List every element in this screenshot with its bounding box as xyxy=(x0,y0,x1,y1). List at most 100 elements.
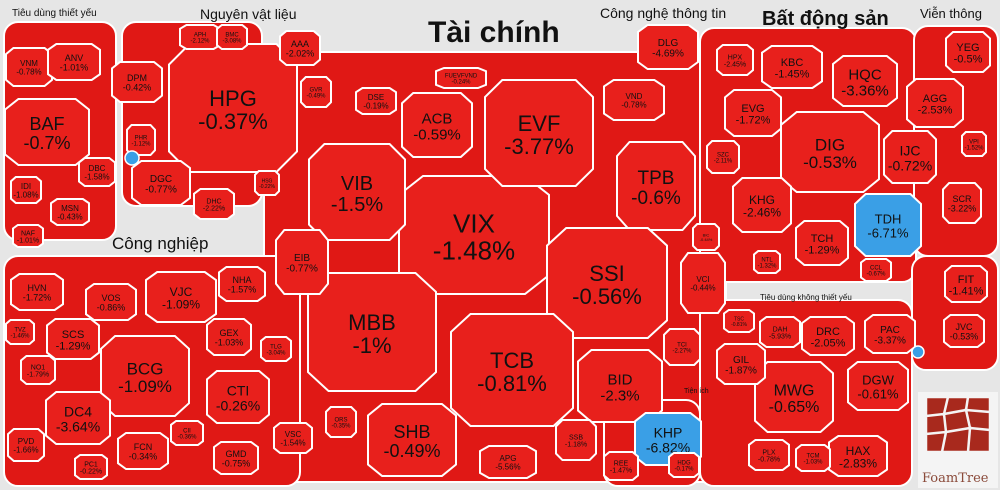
sector-title-industrials[interactable]: Công nghiệp xyxy=(112,234,209,253)
stock-cell-dig[interactable]: DIG-0.53% xyxy=(780,111,880,193)
stock-cell-dbc[interactable]: DBC-1.58% xyxy=(78,157,116,187)
stock-cell-shb[interactable]: SHB-0.49% xyxy=(367,403,457,477)
stock-cell-naf[interactable]: NAF-1.01% xyxy=(12,224,44,248)
stock-cell-idi[interactable]: IDI-1.08% xyxy=(10,176,42,204)
stock-cell-gmd[interactable]: GMD-0.75% xyxy=(213,441,259,475)
stock-cell-plx[interactable]: PLX-0.78% xyxy=(748,439,790,471)
stock-cell-cti[interactable]: CTI-0.26% xyxy=(206,370,270,424)
stock-cell-vix[interactable]: VIX-1.48% xyxy=(398,175,550,295)
stock-cell-ors[interactable]: ORS-0.35% xyxy=(325,406,357,438)
stock-cell-ree[interactable]: REE-1.47% xyxy=(603,451,639,481)
stock-cell-ssb[interactable]: SSB-1.18% xyxy=(555,419,597,461)
sector-title-utilities[interactable]: Tiện ích xyxy=(684,388,709,395)
stock-cell-no1[interactable]: NO1-1.79% xyxy=(20,355,56,385)
sector-title-telecom[interactable]: Viễn thông xyxy=(920,6,982,21)
small-up-cell[interactable] xyxy=(911,345,925,359)
stock-cell-bcg[interactable]: BCG-1.09% xyxy=(100,335,190,417)
stock-cell-vpi[interactable]: VPI-1.52% xyxy=(961,131,987,157)
stock-cell-bic[interactable]: BIC-0.44% xyxy=(692,223,720,251)
stock-cell-tsc[interactable]: TSC-0.81% xyxy=(723,309,755,333)
stock-cell-mwg[interactable]: MWG-0.65% xyxy=(754,361,834,433)
stock-cell-tcb[interactable]: TCB-0.81% xyxy=(450,313,574,427)
stock-cell-pc1[interactable]: PC1-0.22% xyxy=(74,454,108,480)
stock-cell-hpg[interactable]: HPG-0.37% xyxy=(168,43,298,173)
stock-cell-vnm[interactable]: VNM-0.78% xyxy=(5,47,53,87)
stock-cell-bmc[interactable]: BMC-3.08% xyxy=(216,24,248,50)
stock-cell-dgw[interactable]: DGW-0.61% xyxy=(847,361,909,411)
stock-cell-ijc[interactable]: IJC-0.72% xyxy=(883,130,937,184)
stock-cell-pac[interactable]: PAC-3.37% xyxy=(864,314,916,354)
stock-cell-tcm[interactable]: TCM-1.03% xyxy=(795,444,831,472)
stock-cell-hqc[interactable]: HQC-3.36% xyxy=(832,55,898,107)
stock-cell-vos[interactable]: VOS-0.86% xyxy=(85,283,137,321)
stock-cell-dah[interactable]: DAH-5.93% xyxy=(759,316,801,348)
stock-cell-mbb[interactable]: MBB-1% xyxy=(307,272,437,392)
stock-cell-agg[interactable]: AGG-2.53% xyxy=(906,78,964,128)
sector-title-consumer-discretionary[interactable]: Tiêu dùng không thiết yếu xyxy=(760,293,852,302)
stock-cell-aph[interactable]: APH-2.12% xyxy=(179,24,221,50)
stock-cell-drc[interactable]: DRC-2.05% xyxy=(801,316,855,356)
sector-title-consumer-staples[interactable]: Tiêu dùng thiết yếu xyxy=(12,8,97,19)
stock-cell-bid[interactable]: BID-2.3% xyxy=(577,349,663,423)
stock-cell-khg[interactable]: KHG-2.46% xyxy=(732,177,792,233)
stock-cell-szc[interactable]: SZC-2.11% xyxy=(706,140,740,174)
stock-change: -2.12% xyxy=(190,39,210,45)
sector-title-it[interactable]: Công nghệ thông tin xyxy=(600,5,727,21)
stock-cell-jvc[interactable]: JVC-0.53% xyxy=(943,314,985,348)
stock-cell-gex[interactable]: GEX-1.03% xyxy=(206,318,252,356)
small-up-cell[interactable] xyxy=(124,150,140,166)
stock-cell-dpm[interactable]: DPM-0.42% xyxy=(111,61,163,103)
stock-cell-baf[interactable]: BAF-0.7% xyxy=(4,98,90,166)
stock-cell-vib[interactable]: VIB-1.5% xyxy=(308,143,406,241)
stock-change: -1.46% xyxy=(10,334,30,340)
stock-cell-kbc[interactable]: KBC-1.45% xyxy=(761,45,823,89)
sector-title-real-estate[interactable]: Bất động sản xyxy=(762,8,889,30)
stock-cell-evf[interactable]: EVF-3.77% xyxy=(484,79,594,187)
stock-cell-dlg[interactable]: DLG-4.69% xyxy=(637,24,699,70)
stock-cell-dse[interactable]: DSE-0.19% xyxy=(355,87,397,115)
stock-cell-phr[interactable]: PHR-1.12% xyxy=(126,124,156,156)
stock-cell-hax[interactable]: HAX-2.83% xyxy=(828,435,888,477)
stock-cell-apg[interactable]: APG-5.56% xyxy=(479,445,537,479)
stock-cell-tci[interactable]: TCI-2.27% xyxy=(663,328,701,366)
stock-cell-anv[interactable]: ANV-1.01% xyxy=(47,43,101,81)
stock-cell-ssi[interactable]: SSI-0.56% xyxy=(546,227,668,339)
stock-cell-pvd[interactable]: PVD-1.66% xyxy=(7,428,45,462)
stock-cell-gvr[interactable]: GVR-0.49% xyxy=(300,76,332,108)
stock-cell-hdg[interactable]: HDG-0.17% xyxy=(668,452,700,478)
stock-cell-vnd[interactable]: VND-0.78% xyxy=(603,79,665,121)
stock-cell-tdh[interactable]: TDH-6.71% xyxy=(854,193,922,257)
stock-cell-hpx[interactable]: HPX-2.45% xyxy=(716,44,754,76)
stock-cell-hsg[interactable]: HSG-0.22% xyxy=(254,170,280,196)
stock-cell-aaa[interactable]: AAA-2.02% xyxy=(279,30,321,66)
stock-cell-yeg[interactable]: YEG-0.5% xyxy=(945,31,991,73)
stock-cell-vci[interactable]: VCI-0.44% xyxy=(680,252,726,314)
stock-cell-scr[interactable]: SCR-3.22% xyxy=(942,182,982,224)
stock-cell-tlg[interactable]: TLG-3.04% xyxy=(260,336,292,362)
stock-cell-fuevfvnd[interactable]: FUEVFVND-0.24% xyxy=(435,67,487,89)
stock-cell-fit[interactable]: FIT-1.41% xyxy=(944,265,988,303)
stock-cell-dhc[interactable]: DHC-2.22% xyxy=(193,188,235,220)
sector-title-financials[interactable]: Tài chính xyxy=(428,16,560,49)
stock-cell-eib[interactable]: EIB-0.77% xyxy=(275,229,329,295)
stock-cell-vsc[interactable]: VSC-1.54% xyxy=(273,422,313,454)
stock-cell-cii[interactable]: CII-0.36% xyxy=(170,420,204,446)
stock-cell-gil[interactable]: GIL-1.87% xyxy=(716,343,766,385)
stock-cell-evg[interactable]: EVG-1.72% xyxy=(724,89,782,137)
stock-cell-scs[interactable]: SCS-1.29% xyxy=(46,318,100,360)
stock-cell-acb[interactable]: ACB-0.59% xyxy=(401,92,473,158)
stock-cell-hvn[interactable]: HVN-1.72% xyxy=(10,273,64,311)
stock-cell-dgc[interactable]: DGC-0.77% xyxy=(131,160,191,206)
stock-cell-tvz[interactable]: TVZ-1.46% xyxy=(5,319,35,345)
sector-title-materials[interactable]: Nguyên vật liệu xyxy=(200,6,297,22)
stock-cell-nha[interactable]: NHA-1.57% xyxy=(218,266,266,302)
stock-cell-ccl[interactable]: CCL-0.67% xyxy=(860,258,892,282)
stock-cell-tpb[interactable]: TPB-0.6% xyxy=(616,141,696,231)
stock-change: -0.6% xyxy=(631,188,681,209)
stock-cell-dc4[interactable]: DC4-3.64% xyxy=(45,391,111,445)
stock-cell-fcn[interactable]: FCN-0.34% xyxy=(117,432,169,470)
stock-cell-msn[interactable]: MSN-0.43% xyxy=(50,198,90,226)
stock-cell-ntl[interactable]: NTL-1.32% xyxy=(753,250,781,274)
stock-cell-vjc[interactable]: VJC-1.09% xyxy=(145,271,217,323)
stock-cell-tch[interactable]: TCH-1.29% xyxy=(795,220,849,266)
